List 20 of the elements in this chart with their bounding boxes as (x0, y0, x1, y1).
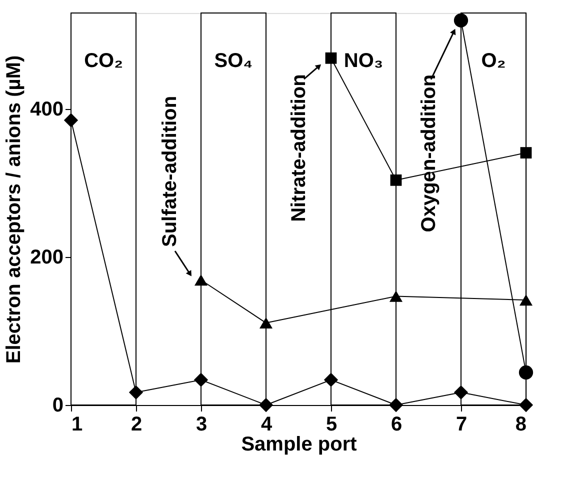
band-label: O₂ (481, 50, 506, 72)
x-tick-label: 4 (260, 414, 273, 436)
annotation: Oxygen-addition (418, 74, 440, 232)
x-tick-label: 5 (326, 414, 338, 436)
x-tick-label: 3 (196, 414, 208, 436)
band-label: SO₄ (214, 50, 253, 72)
y-tick-label: 200 (30, 246, 64, 269)
y-axis-title: Electron acceptors / anions (µM) (3, 55, 26, 364)
annotation: Nitrate-addition (288, 74, 310, 222)
x-tick-label: 8 (515, 414, 526, 436)
x-axis-title: Sample port (241, 434, 358, 456)
x-tick-label: 6 (390, 414, 402, 436)
band-label: CO₂ (84, 50, 123, 72)
x-tick-label: 1 (72, 414, 83, 436)
y-tick-label: 400 (30, 98, 64, 121)
x-tick-label: 2 (130, 414, 142, 436)
band-label: NO₃ (344, 50, 384, 72)
annotation: Sulfate-addition (159, 96, 181, 248)
y-tick-label: 0 (52, 394, 64, 416)
x-tick-label: 7 (456, 414, 468, 436)
